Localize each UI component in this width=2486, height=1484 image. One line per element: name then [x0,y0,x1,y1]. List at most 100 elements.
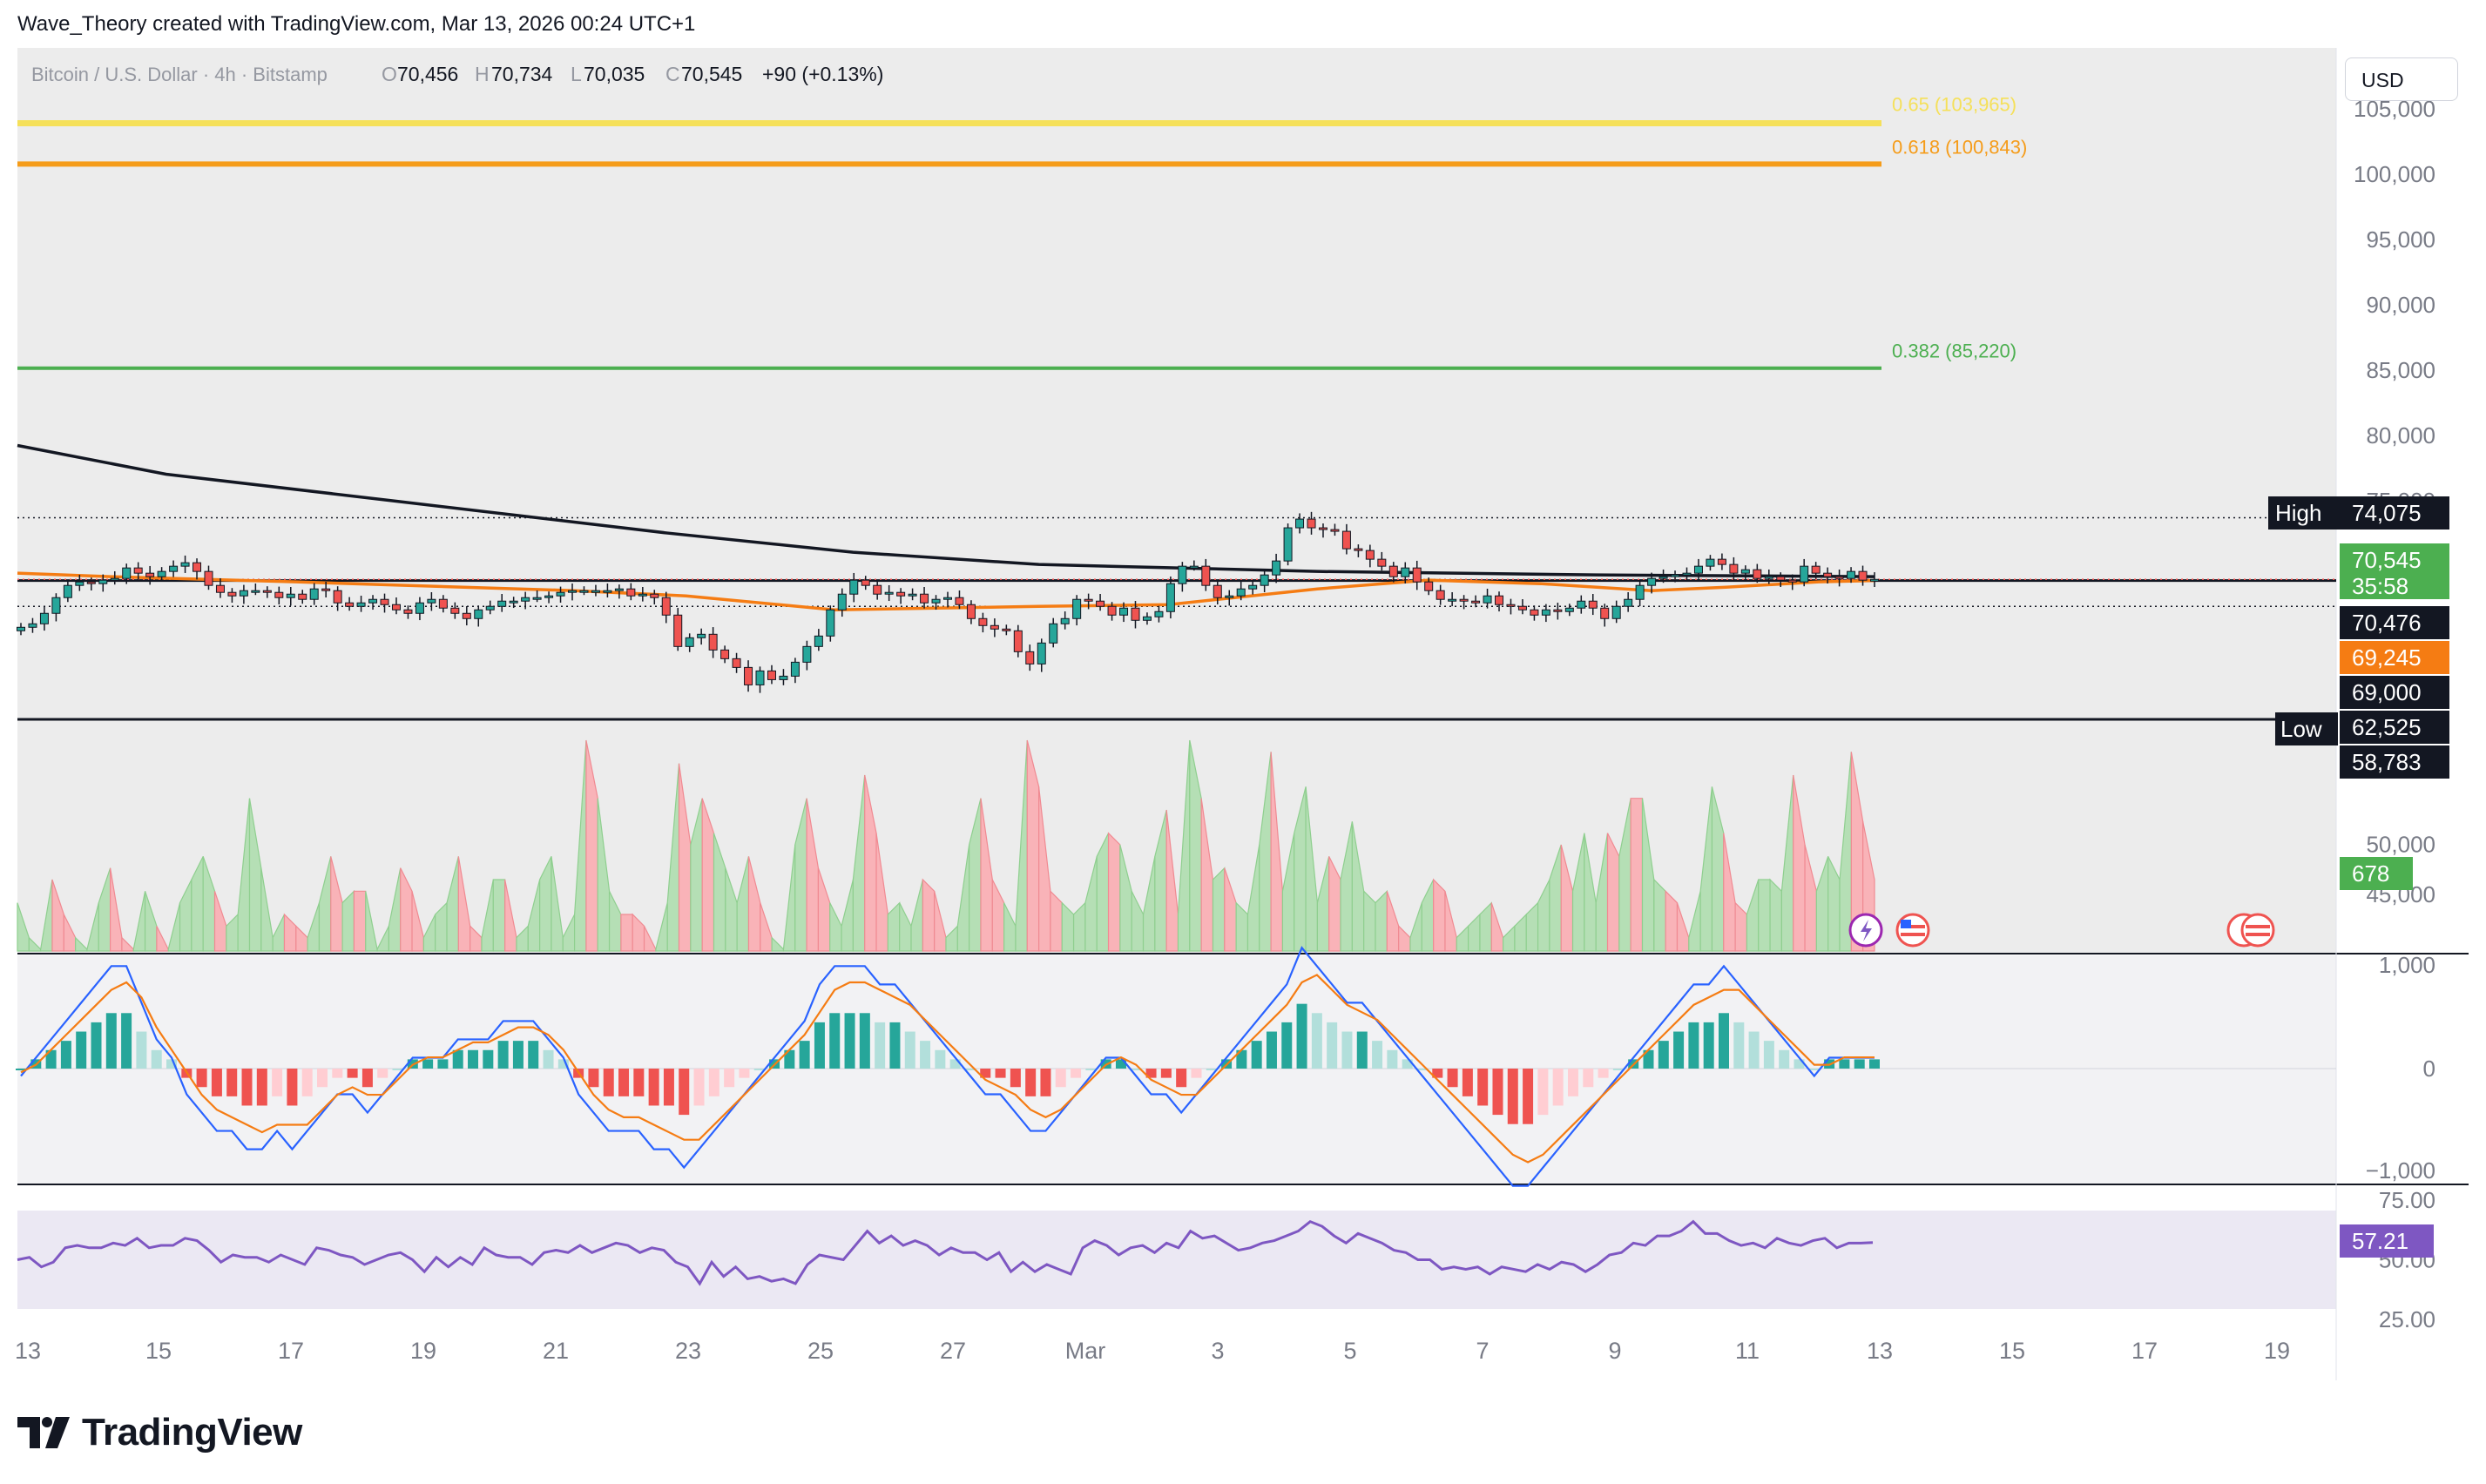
candle-body [438,598,448,609]
legend-close-label: C [665,63,680,85]
tradingview-logo[interactable]: TradingView [17,1411,302,1454]
candle-body [1740,569,1750,574]
candle-body [708,633,718,651]
candle-body [1236,588,1246,597]
macd-histogram-bar [1416,1069,1428,1070]
macd-histogram-bar [361,1069,373,1088]
macd-histogram-bar [980,1069,991,1078]
candle-body [1847,570,1856,579]
candle-body [1002,628,1011,631]
macd-histogram-bar [920,1041,931,1069]
price-tick-label: 90,000 [2366,292,2435,318]
candle-body [1800,565,1809,583]
candle-body [661,597,671,616]
candle-body [204,570,213,586]
macd-histogram-bar [829,1013,841,1069]
candle-body [1834,576,1844,579]
candle-body [685,637,694,647]
price-level-badge [2340,745,2449,779]
candle-body [990,624,999,630]
time-tick-label: 9 [1608,1338,1621,1364]
candle-body [697,633,706,638]
candle-body [1811,565,1821,574]
candle-body [180,562,190,567]
macd-histogram-bar [1025,1069,1037,1096]
macd-tick-label: 0 [2423,1056,2435,1082]
macd-histogram-bar [814,1022,825,1069]
macd-histogram-bar [739,1069,750,1078]
macd-histogram-bar [497,1041,509,1069]
candle-body [943,597,952,600]
candle-body [309,588,319,600]
macd-histogram-bar [76,1031,87,1069]
candle-body [1013,630,1023,652]
candle-body [1365,550,1375,560]
candle-body [966,604,976,619]
fibonacci-levels: 0.65 (103,965) 0.618 (100,843) 0.382 (85,2… [17,94,2027,370]
price-axis[interactable]: 105,000100,00095,00090,00085,00080,00075… [2354,96,2435,1332]
candle-body [1459,598,1469,602]
macd-histogram-bar [1673,1031,1685,1069]
us-flag-icon[interactable] [1895,913,1930,948]
price-level-value: 69,245 [2352,644,2422,671]
time-tick-label: 21 [543,1338,569,1364]
macd-histogram-bar [1763,1041,1774,1069]
candle-body [1495,595,1504,605]
macd-histogram-bar [1567,1069,1578,1096]
sma-200-polyline [17,443,1875,578]
candle-body [1471,600,1481,604]
macd-histogram-bar [121,1013,132,1069]
candle-body [1107,605,1117,616]
price-tick-label: 95,000 [2366,226,2435,253]
signal-line [20,974,1875,1164]
macd-histogram-bar [1583,1069,1594,1088]
candle-body [884,591,894,595]
us-flag-icon[interactable] [2240,913,2275,948]
candle-body [1448,598,1457,602]
last-price-badge [2340,543,2449,599]
time-tick-label: 25 [807,1338,834,1364]
macd-histogram-bar [693,1069,705,1106]
candle-body [1025,651,1035,664]
time-tick-label: 11 [1735,1338,1760,1364]
candle-body [1096,600,1105,607]
candle-body [1072,598,1082,619]
candle-body [755,670,765,685]
macd-histogram-bar [799,1041,810,1069]
candle-body [849,579,859,595]
candle-body [1412,567,1422,583]
candle-body [1517,605,1527,610]
event-icons[interactable] [1848,913,2275,948]
candle-body [239,590,248,597]
macd-histogram-bar [1251,1041,1262,1069]
price-level-badge [2340,676,2449,709]
high-label-text: High [2275,500,2321,526]
volume-segment [1758,879,1771,952]
macd-histogram-bar [995,1069,1006,1078]
price-pane-background [17,48,2336,954]
candle-body [802,645,812,663]
macd-histogram-bar [1808,1069,1820,1070]
macd-histogram-bar [1779,1049,1790,1069]
candle-body [1060,617,1070,624]
legend-close-value: 70,545 [681,63,742,85]
macd-histogram-bar [859,1013,870,1069]
candle-body [169,565,179,572]
macd-histogram-bar [753,1069,765,1070]
candle-body [1858,570,1868,581]
macd-histogram-bar [422,1059,434,1069]
candle-body [1119,607,1129,616]
candle-body [1178,565,1187,584]
rsi-tick-label: 25.00 [2379,1306,2435,1332]
currency-button[interactable]: USD [2345,57,2458,101]
candle-body [86,581,96,584]
macd-histogram-bar [437,1059,449,1069]
time-axis[interactable]: 13 15 17 19 21 23 25 27 Mar 3 5 7 9 11 13 15 17 19 [15,1338,2290,1364]
macd-histogram-bar [663,1069,674,1106]
candle-body [145,572,155,577]
macd-histogram-bar [844,1013,855,1069]
macd-histogram-bar [1341,1031,1353,1069]
candle-body [415,602,424,614]
candle-body [227,591,237,597]
